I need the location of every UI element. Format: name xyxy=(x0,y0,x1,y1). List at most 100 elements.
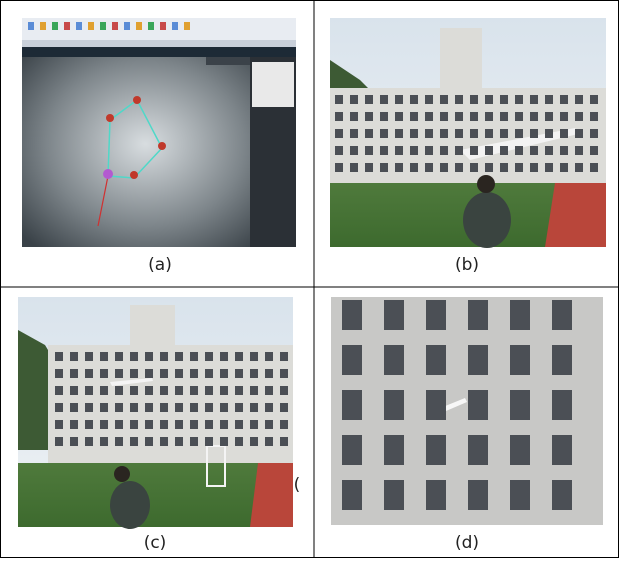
shape xyxy=(130,437,138,446)
shape xyxy=(160,437,168,446)
shape xyxy=(384,390,404,420)
shape xyxy=(342,480,362,510)
shape xyxy=(175,420,183,429)
shape xyxy=(280,420,288,429)
shape xyxy=(560,129,568,138)
shape xyxy=(552,390,572,420)
shape xyxy=(500,95,508,104)
shape xyxy=(395,163,403,172)
windows xyxy=(335,95,598,172)
shape xyxy=(410,112,418,121)
shape xyxy=(40,22,46,30)
shape xyxy=(365,146,373,155)
shape xyxy=(130,352,138,361)
toolbar xyxy=(28,22,190,30)
shape xyxy=(160,22,166,30)
shape xyxy=(280,403,288,412)
shape xyxy=(55,369,63,378)
shape xyxy=(335,129,343,138)
shape xyxy=(560,146,568,155)
shape xyxy=(55,352,63,361)
shape xyxy=(235,437,243,446)
shape xyxy=(485,95,493,104)
shape xyxy=(175,386,183,395)
shape xyxy=(545,146,553,155)
shape xyxy=(426,300,446,330)
shape xyxy=(100,22,106,30)
shape xyxy=(220,386,228,395)
shape xyxy=(380,146,388,155)
shape xyxy=(160,386,168,395)
shape xyxy=(115,403,123,412)
shape xyxy=(410,129,418,138)
shape xyxy=(384,435,404,465)
shape xyxy=(55,437,63,446)
shape xyxy=(552,435,572,465)
shape xyxy=(510,390,530,420)
shape xyxy=(380,129,388,138)
shape xyxy=(468,435,488,465)
shape xyxy=(395,129,403,138)
shape xyxy=(115,386,123,395)
shape xyxy=(70,420,78,429)
shape xyxy=(130,420,138,429)
shape xyxy=(160,369,168,378)
shape xyxy=(468,345,488,375)
shape xyxy=(342,390,362,420)
shape xyxy=(100,352,108,361)
shape xyxy=(350,129,358,138)
shape xyxy=(190,403,198,412)
shape xyxy=(342,435,362,465)
shape xyxy=(515,129,523,138)
windows xyxy=(342,300,572,510)
shape xyxy=(365,129,373,138)
shape xyxy=(100,437,108,446)
shape xyxy=(250,437,258,446)
shape xyxy=(64,22,70,30)
shape xyxy=(130,403,138,412)
shape xyxy=(145,437,153,446)
shape xyxy=(380,163,388,172)
shape xyxy=(510,435,530,465)
shape xyxy=(552,345,572,375)
shape xyxy=(145,369,153,378)
shape xyxy=(70,369,78,378)
shape xyxy=(160,352,168,361)
shape xyxy=(510,480,530,510)
shape xyxy=(342,345,362,375)
shape xyxy=(130,386,138,395)
caption: (c) xyxy=(144,533,167,553)
shape xyxy=(485,146,493,155)
shape xyxy=(470,95,478,104)
shape xyxy=(55,403,63,412)
shape xyxy=(425,129,433,138)
shape xyxy=(468,480,488,510)
shape xyxy=(350,112,358,121)
shape xyxy=(365,112,373,121)
shape xyxy=(384,300,404,330)
shape xyxy=(350,163,358,172)
shape xyxy=(265,352,273,361)
shape xyxy=(455,163,463,172)
shape xyxy=(335,146,343,155)
shape xyxy=(250,420,258,429)
shape xyxy=(440,112,448,121)
shape xyxy=(205,403,213,412)
shape xyxy=(590,112,598,121)
shape xyxy=(440,163,448,172)
shape xyxy=(70,437,78,446)
shape xyxy=(515,95,523,104)
shape xyxy=(190,369,198,378)
shape xyxy=(70,352,78,361)
shape xyxy=(205,352,213,361)
shape xyxy=(190,386,198,395)
shape xyxy=(342,300,362,330)
shape xyxy=(145,352,153,361)
shape xyxy=(350,146,358,155)
shape xyxy=(335,163,343,172)
shape xyxy=(100,369,108,378)
shape xyxy=(384,345,404,375)
shape xyxy=(384,480,404,510)
shape xyxy=(426,390,446,420)
shape xyxy=(220,437,228,446)
